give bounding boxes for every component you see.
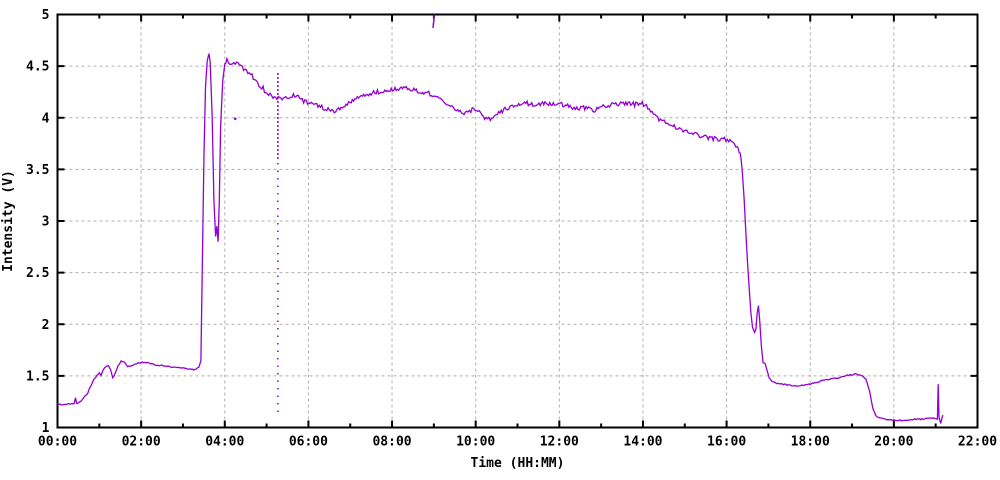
intensity-trace [57,53,944,424]
x-tick-label: 20:00 [874,435,913,450]
tick-labels: 00:00 02:00 04:00 06:00 08:00 10:00 12:00 14:00… [26,8,997,450]
x-tick-label: 18:00 [791,435,830,450]
y-tick-label: 4.5 [26,60,49,75]
x-tick-label: 00:00 [38,435,77,450]
x-tick-label: 16:00 [707,435,746,450]
x-axis-label: Time (HH:MM) [471,456,565,471]
x-tick-label: 22:00 [958,435,997,450]
y-tick-label: 5 [42,8,50,23]
y-tick-label: 4 [42,111,50,126]
y-axis-label: Intensity (V) [1,170,16,272]
stray-point [233,117,237,121]
axis-ticks [56,13,979,429]
x-tick-label: 02:00 [122,435,161,450]
x-tick-label: 06:00 [289,435,328,450]
y-tick-label: 1 [42,421,50,436]
x-tick-label: 08:00 [372,435,411,450]
y-tick-label: 2.5 [26,266,49,281]
x-tick-label: 12:00 [540,435,579,450]
y-tick-label: 3 [42,215,50,230]
y-tick-label: 3.5 [26,163,49,178]
data-series [57,14,944,424]
x-tick-label: 10:00 [456,435,495,450]
y-tick-label: 1.5 [26,369,49,384]
y-tick-label: 2 [42,318,50,333]
gridlines [57,14,978,428]
top-spike [432,14,435,28]
x-tick-label: 14:00 [623,435,662,450]
x-tick-label: 04:00 [205,435,244,450]
